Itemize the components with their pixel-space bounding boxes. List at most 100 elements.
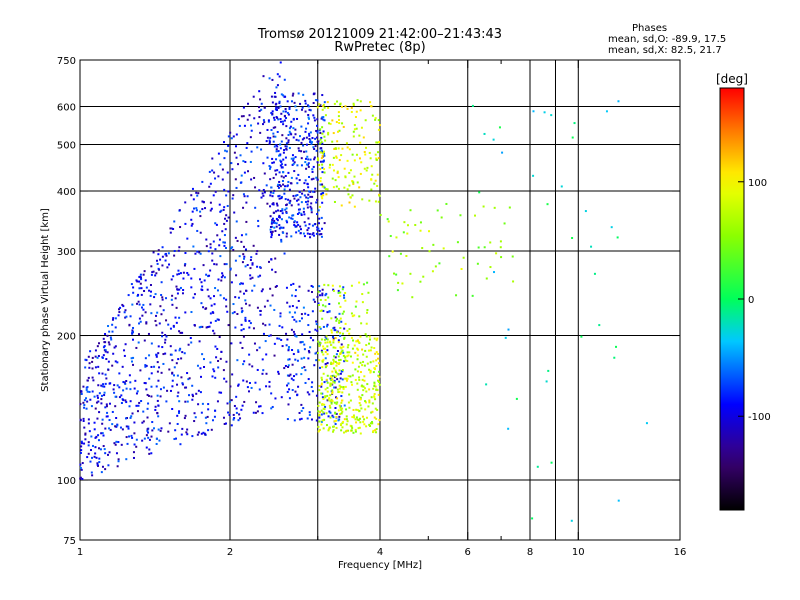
- data-point: [278, 233, 281, 236]
- data-point: [341, 147, 344, 150]
- data-point: [348, 332, 351, 335]
- data-point: [396, 289, 399, 292]
- data-point: [173, 366, 176, 369]
- data-point: [322, 192, 325, 195]
- data-point: [155, 272, 158, 275]
- data-point: [180, 357, 183, 360]
- data-point: [288, 202, 291, 205]
- data-point: [337, 147, 340, 150]
- data-point: [178, 272, 181, 275]
- data-point: [262, 123, 265, 126]
- data-point: [361, 415, 364, 418]
- data-point: [130, 357, 133, 360]
- data-point: [313, 119, 316, 122]
- data-point: [282, 176, 285, 179]
- data-point: [225, 380, 228, 383]
- data-point: [312, 232, 315, 235]
- data-point: [271, 161, 274, 164]
- data-point: [173, 438, 176, 441]
- data-point: [333, 381, 336, 384]
- data-point: [205, 422, 208, 425]
- data-point: [237, 296, 240, 299]
- data-point: [350, 429, 353, 432]
- data-point: [368, 199, 371, 202]
- data-point: [256, 250, 259, 253]
- data-point: [98, 342, 101, 345]
- data-point: [271, 225, 274, 228]
- data-point: [335, 319, 338, 322]
- data-point: [307, 162, 310, 165]
- data-point: [368, 399, 371, 402]
- data-point: [378, 375, 381, 378]
- data-point: [314, 137, 317, 140]
- data-point: [186, 433, 189, 436]
- data-point: [507, 427, 510, 430]
- data-point: [499, 240, 502, 243]
- data-point: [307, 227, 310, 230]
- data-point: [309, 346, 312, 349]
- data-point: [162, 353, 165, 356]
- data-point: [222, 297, 225, 300]
- data-point: [100, 402, 103, 405]
- data-point: [508, 206, 511, 209]
- data-point: [318, 420, 321, 423]
- data-point: [186, 271, 189, 274]
- data-point: [277, 209, 280, 212]
- data-point: [322, 427, 325, 430]
- data-point: [94, 446, 97, 449]
- data-point: [318, 205, 321, 208]
- data-point: [228, 400, 231, 403]
- data-point: [571, 237, 574, 240]
- data-point: [610, 226, 613, 229]
- data-point: [82, 385, 85, 388]
- data-point: [272, 132, 275, 135]
- data-point: [298, 418, 301, 421]
- data-point: [220, 209, 223, 212]
- data-point: [324, 305, 327, 308]
- data-point: [176, 422, 179, 425]
- data-point: [616, 236, 619, 239]
- data-point: [171, 294, 174, 297]
- data-point: [260, 196, 263, 199]
- data-point: [309, 236, 312, 239]
- data-point: [180, 376, 183, 379]
- data-point: [174, 297, 177, 300]
- data-point: [255, 401, 258, 404]
- data-point: [79, 419, 82, 422]
- data-point: [370, 178, 373, 181]
- data-point: [571, 136, 574, 139]
- data-point: [249, 267, 252, 270]
- data-point: [145, 364, 148, 367]
- data-point: [320, 136, 323, 139]
- data-point: [169, 231, 172, 234]
- data-point: [335, 426, 338, 429]
- data-point: [191, 384, 194, 387]
- data-point: [124, 382, 127, 385]
- data-point: [276, 116, 279, 119]
- data-point: [93, 428, 96, 431]
- data-point: [421, 247, 424, 250]
- data-point: [170, 298, 173, 301]
- data-point: [320, 413, 323, 416]
- data-point: [259, 98, 262, 101]
- data-point: [307, 313, 310, 316]
- data-point: [342, 345, 345, 348]
- data-point: [123, 349, 126, 352]
- data-point: [291, 94, 294, 97]
- data-point: [278, 102, 281, 105]
- data-point: [288, 388, 291, 391]
- data-point: [419, 221, 422, 224]
- data-point: [179, 226, 182, 229]
- data-point: [320, 392, 323, 395]
- data-point: [363, 379, 366, 382]
- data-point: [200, 432, 203, 435]
- data-point: [295, 177, 298, 180]
- data-point: [287, 139, 290, 142]
- data-point: [306, 391, 309, 394]
- data-point: [311, 310, 314, 313]
- data-point: [227, 411, 230, 414]
- data-point: [104, 452, 107, 455]
- data-point: [324, 341, 327, 344]
- data-point: [375, 351, 378, 354]
- data-point: [369, 369, 372, 372]
